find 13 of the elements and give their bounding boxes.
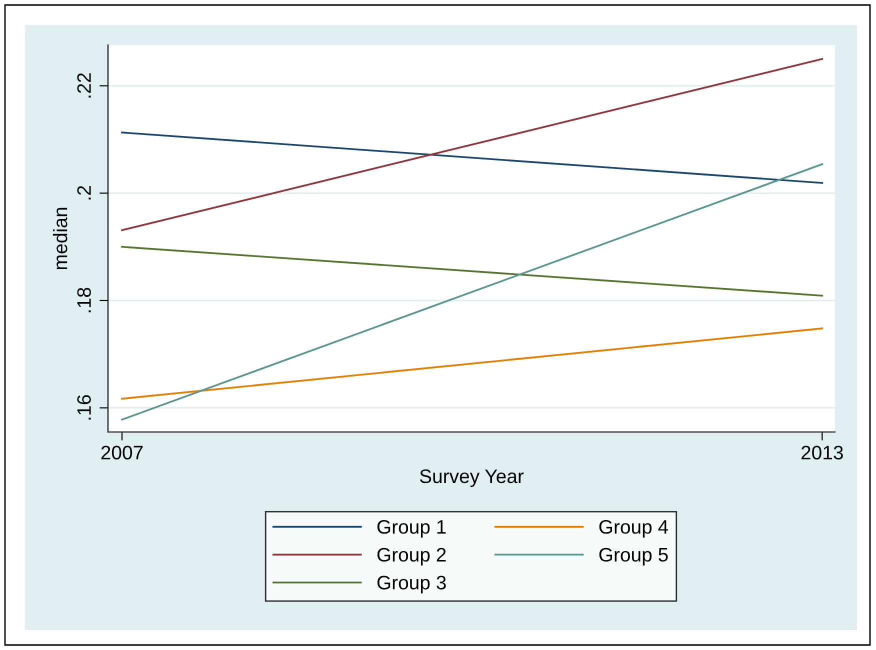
x-tick-label: 2013 bbox=[802, 446, 843, 460]
y-tick-label: .2 bbox=[77, 186, 91, 200]
legend-label: Group 2 bbox=[377, 548, 446, 566]
y-axis-title: median bbox=[53, 208, 68, 270]
legend-label: Group 4 bbox=[599, 520, 668, 538]
y-tick-label: .18 bbox=[77, 288, 91, 312]
y-tick-label: .22 bbox=[77, 73, 91, 98]
legend-label: Group 5 bbox=[599, 548, 668, 566]
x-tick-label: 2007 bbox=[101, 446, 143, 460]
y-tick-label: .16 bbox=[77, 395, 91, 420]
legend-label: Group 3 bbox=[377, 576, 446, 594]
legend-label: Group 1 bbox=[377, 520, 446, 538]
x-axis-title: Survey Year bbox=[420, 469, 524, 487]
